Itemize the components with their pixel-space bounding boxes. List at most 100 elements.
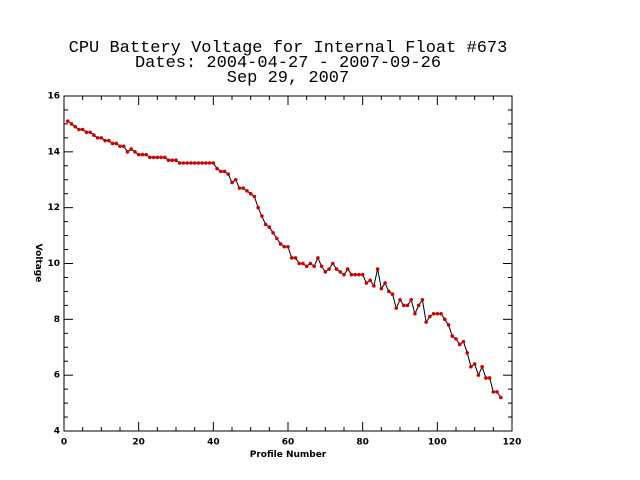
data-point [159, 155, 163, 160]
data-point [301, 261, 305, 266]
data-point [383, 281, 387, 285]
data-point [80, 127, 85, 132]
data-point [69, 122, 74, 126]
data-point [233, 177, 238, 182]
data-point [189, 161, 193, 165]
data-point [151, 155, 156, 160]
x-tick-label: 60 [282, 438, 295, 448]
data-point [334, 267, 339, 271]
data-point [457, 342, 462, 347]
x-tick-label: 80 [356, 438, 369, 448]
data-point [207, 161, 212, 165]
data-point [170, 158, 175, 163]
chart-subtitle: Dates: 2004-04-27 - 2007-09-26 [135, 54, 441, 73]
data-point [185, 161, 189, 165]
data-point [99, 136, 104, 140]
data-point [416, 303, 421, 308]
data-point [263, 222, 268, 227]
data-point [211, 161, 216, 165]
y-tick-label: 4 [54, 427, 60, 437]
data-point [278, 242, 283, 246]
data-point [446, 323, 451, 327]
x-tick-label: 40 [207, 438, 220, 448]
data-point [390, 292, 395, 297]
data-point [110, 141, 115, 146]
data-point [297, 261, 302, 266]
data-point [379, 286, 384, 291]
data-point [472, 362, 477, 366]
data-point [267, 225, 272, 230]
data-point [114, 141, 119, 146]
data-point [398, 297, 402, 302]
data-point [480, 364, 484, 369]
data-point [88, 130, 92, 135]
data-point [409, 297, 414, 302]
data-point [230, 180, 234, 185]
data-point [293, 256, 298, 260]
data-point [275, 236, 279, 241]
data-point [177, 161, 182, 165]
data-point [368, 278, 372, 283]
data-point [319, 264, 324, 269]
data-point [327, 267, 331, 271]
y-tick-label: 10 [47, 259, 60, 269]
data-point [204, 161, 208, 165]
data-point [357, 272, 361, 277]
data-point [454, 337, 458, 341]
data-point [476, 373, 481, 377]
data-point [342, 272, 346, 277]
data-point [181, 161, 186, 165]
data-point [387, 289, 391, 294]
data-point [103, 138, 107, 143]
x-tick-label: 100 [428, 438, 447, 448]
y-tick-label: 16 [47, 92, 60, 102]
data-point [360, 272, 365, 277]
data-point [338, 270, 343, 274]
data-point [331, 261, 335, 266]
data-point [372, 284, 376, 288]
data-point [95, 136, 100, 140]
data-point [219, 169, 223, 174]
data-point [487, 376, 492, 380]
data-point [465, 351, 470, 355]
data-point [129, 147, 133, 151]
y-tick-label: 8 [54, 315, 60, 325]
data-point [155, 155, 160, 160]
data-point [248, 191, 253, 196]
data-point [163, 155, 167, 160]
data-point [200, 161, 204, 165]
data-point [484, 376, 488, 380]
data-point [304, 264, 309, 269]
data-point [271, 230, 275, 235]
data-point [174, 158, 178, 163]
data-point [133, 150, 137, 154]
chart-title: CPU Battery Voltage for Internal Float #… [69, 39, 508, 58]
data-point [245, 189, 249, 193]
data-point [413, 311, 417, 316]
data-point [443, 317, 447, 322]
data-point [375, 267, 380, 271]
chart-date: Sep 29, 2007 [227, 69, 349, 88]
data-point [420, 297, 425, 302]
y-axis-label: Voltage [33, 244, 43, 283]
y-tick-label: 6 [54, 371, 60, 381]
data-point [353, 272, 358, 277]
data-point [222, 169, 227, 174]
data-point [196, 161, 201, 165]
data-point [256, 205, 260, 210]
data-point [73, 124, 77, 129]
data-point [92, 133, 96, 137]
data-point [316, 256, 320, 260]
data-point [428, 314, 432, 319]
data-point [65, 119, 70, 123]
data-point [215, 166, 219, 171]
data-point [289, 256, 294, 260]
data-point [237, 186, 242, 190]
data-point [495, 390, 499, 394]
data-point [125, 150, 130, 154]
x-tick-label: 20 [132, 438, 145, 448]
data-point [349, 272, 354, 277]
data-point [118, 144, 122, 149]
